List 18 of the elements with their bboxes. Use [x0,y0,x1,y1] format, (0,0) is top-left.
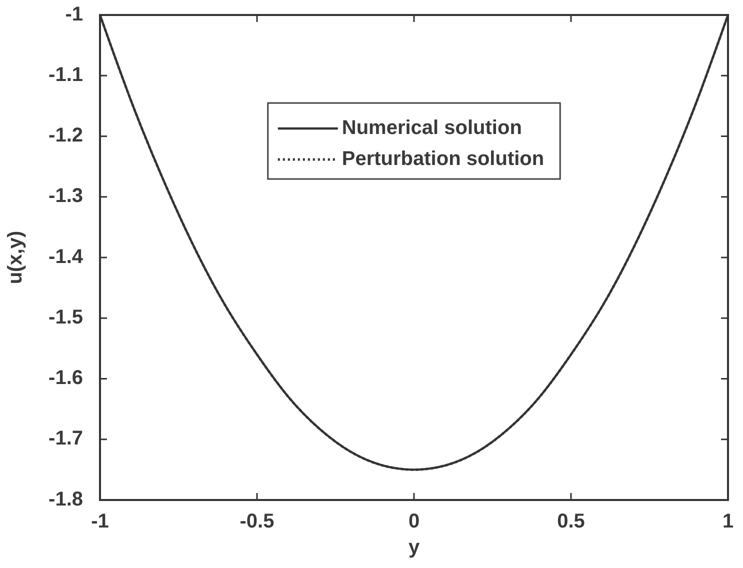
y-tick-label: -1.8 [48,488,83,510]
y-tick-label: -1.5 [48,306,83,328]
y-tick-label: -1.7 [48,428,83,450]
y-tick-label: -1.4 [48,246,84,268]
y-tick-label: -1.3 [48,185,83,208]
legend-label: Perturbation solution [342,148,544,170]
y-axis-title: u(x,y) [4,230,26,284]
x-axis-title: y [408,536,420,558]
x-tick-label: 0 [408,510,420,532]
y-tick-label: -1.2 [48,124,83,147]
x-tick-label: 0.5 [557,510,585,532]
legend-label: Numerical solution [342,116,522,139]
y-tick-label: -1.1 [48,64,83,86]
y-tick-label: -1.6 [48,367,83,390]
x-tick-label: -0.5 [240,510,274,532]
x-tick-label: -1 [91,510,109,532]
x-tick-label: 1 [722,510,734,532]
y-tick-label: -1 [65,3,83,26]
